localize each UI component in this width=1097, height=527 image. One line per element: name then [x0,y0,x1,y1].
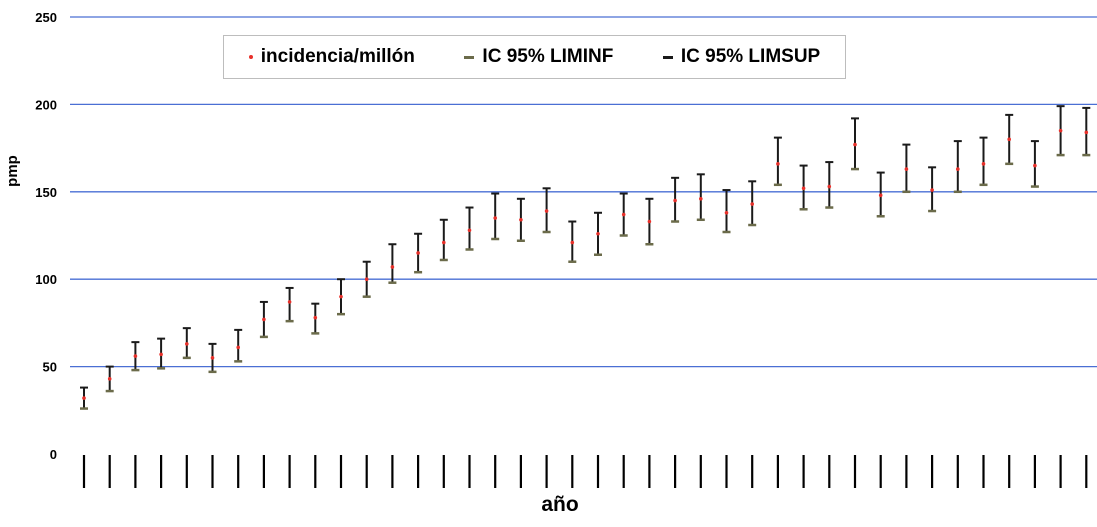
y-tick-label: 50 [43,360,57,375]
data-point [544,209,549,213]
data-point [467,228,472,233]
data-point [236,345,240,350]
data-point [699,196,703,201]
data-point [930,188,934,192]
x-axis-label: año [541,493,579,516]
legend-label-incidencia: incidencia/millón [260,46,415,67]
data-point [364,277,369,282]
error-bars [80,105,1091,410]
data-point [442,240,446,245]
legend: incidencia/millón IC 95% LIMINF IC 95% L… [223,35,846,79]
legend-marker-point [248,55,253,59]
data-point [981,162,986,166]
x-tick-marks [82,455,1088,488]
data-point [801,186,806,191]
data-point [956,167,960,171]
y-tick-labels: 0 50 100 150 200 250 [35,10,57,462]
data-point [1007,137,1011,142]
y-tick-label: 100 [35,272,57,287]
data-point [724,210,729,215]
data-point [853,142,857,147]
data-point [1084,130,1089,135]
data-point [621,212,626,217]
legend-item-incidencia: incidencia/millón [248,46,415,68]
gridlines [70,16,1097,368]
data-point [185,342,189,346]
legend-marker-limsup [662,55,673,59]
legend-label-limsup: IC 95% LIMSUP [680,46,821,67]
data-point [827,184,832,189]
data-point [339,294,343,299]
legend-item-limsup: IC 95% LIMSUP [662,46,821,68]
data-point [313,315,318,320]
data-point [1058,128,1063,133]
data-point [82,396,86,400]
legend-label-liminf: IC 95% LIMINF [482,46,614,67]
data-point [673,198,677,203]
data-point [133,354,138,358]
y-axis-label: pmp [4,155,21,187]
data-point [262,317,266,322]
data-points [82,128,1089,400]
data-point [493,216,498,220]
data-point [159,352,163,357]
data-point [596,231,600,236]
data-point [287,300,292,304]
data-point [210,356,215,360]
data-point [1033,163,1037,168]
y-tick-label: 200 [35,97,57,112]
data-point [519,217,523,222]
data-point [570,240,575,245]
data-point [776,162,780,166]
data-point [878,193,883,198]
y-tick-label: 0 [50,447,57,462]
data-point [647,219,652,224]
data-point [107,377,112,381]
data-point [416,251,420,255]
data-point [750,202,754,206]
data-point [904,167,909,171]
data-point [390,265,395,269]
y-tick-label: 150 [35,185,57,200]
legend-marker-liminf [464,55,475,59]
y-tick-label: 250 [35,10,57,25]
legend-item-liminf: IC 95% LIMINF [464,46,613,68]
